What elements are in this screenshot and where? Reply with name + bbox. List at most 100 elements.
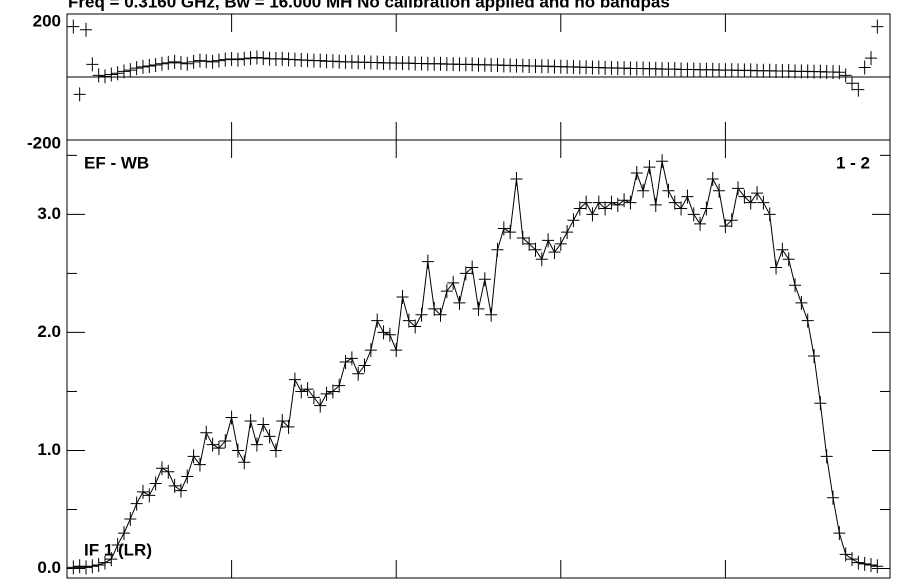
point-marker <box>314 398 327 413</box>
point-marker <box>206 437 219 452</box>
point-marker <box>643 160 656 175</box>
point-marker <box>181 56 194 71</box>
point-marker <box>130 496 143 511</box>
point-marker <box>675 201 688 216</box>
point-marker <box>738 189 751 204</box>
point-marker <box>333 378 346 393</box>
point-marker <box>276 413 289 428</box>
point-marker <box>833 526 846 541</box>
point-marker <box>770 260 783 275</box>
point-marker <box>67 560 80 575</box>
point-marker <box>833 65 846 80</box>
point-marker <box>542 233 555 248</box>
point-marker <box>865 51 878 66</box>
point-marker <box>580 195 593 210</box>
point-marker <box>143 488 156 503</box>
point-marker <box>111 66 124 81</box>
point-marker <box>200 54 213 69</box>
point-marker <box>396 290 409 305</box>
point-marker <box>466 260 479 275</box>
point-marker <box>383 327 396 342</box>
amplitude-line <box>73 161 878 568</box>
point-marker <box>789 278 802 293</box>
point-marker <box>377 325 390 340</box>
point-marker <box>193 457 206 472</box>
point-marker <box>548 245 561 260</box>
point-marker <box>193 53 206 68</box>
y-tick-label: 0.0 <box>37 558 61 577</box>
point-marker <box>459 266 472 281</box>
point-marker <box>839 547 852 562</box>
point-marker <box>472 301 485 316</box>
point-marker <box>225 410 238 425</box>
point-marker <box>73 87 86 102</box>
point-marker <box>174 483 187 498</box>
point-marker <box>105 67 118 82</box>
point-marker <box>428 301 441 316</box>
point-marker <box>846 76 859 91</box>
point-marker <box>206 54 219 69</box>
y-tick-label: 3.0 <box>37 204 61 223</box>
point-marker <box>453 295 466 310</box>
point-marker <box>117 64 130 79</box>
point-marker <box>86 57 99 72</box>
point-marker <box>257 51 270 66</box>
point-marker <box>136 59 149 74</box>
point-marker <box>162 464 175 479</box>
point-marker <box>491 242 504 257</box>
point-marker <box>668 195 681 210</box>
point-marker <box>288 372 301 387</box>
panel-frame <box>66 139 891 579</box>
y-tick-label: 1.0 <box>37 440 61 459</box>
point-marker <box>535 252 548 267</box>
point-marker <box>257 417 270 432</box>
baseline-label: EF - WB <box>84 153 149 172</box>
point-marker <box>694 216 707 231</box>
point-marker <box>637 183 650 198</box>
point-marker <box>776 242 789 257</box>
point-marker <box>244 51 257 66</box>
point-marker <box>238 51 251 66</box>
point-marker <box>79 22 92 37</box>
point-marker <box>567 213 580 228</box>
point-marker <box>86 559 99 574</box>
point-marker <box>130 61 143 76</box>
point-marker <box>124 63 137 78</box>
point-marker <box>485 307 498 322</box>
point-marker <box>250 50 263 65</box>
point-marker <box>497 221 510 236</box>
point-marker <box>352 366 365 381</box>
point-marker <box>586 207 599 222</box>
point-marker <box>168 478 181 493</box>
point-marker <box>111 537 124 552</box>
point-marker <box>839 68 852 83</box>
point-marker <box>871 559 884 574</box>
point-marker <box>852 555 865 570</box>
point-marker <box>219 52 232 67</box>
point-marker <box>105 552 118 567</box>
y-tick-label: -200 <box>27 133 61 152</box>
point-marker <box>447 275 460 290</box>
point-marker <box>79 560 92 575</box>
pair-label: 1 - 2 <box>836 153 870 172</box>
point-marker <box>681 189 694 204</box>
point-marker <box>732 181 745 196</box>
point-marker <box>92 558 105 573</box>
point-marker <box>345 351 358 366</box>
point-marker <box>554 236 567 251</box>
point-marker <box>871 19 884 34</box>
point-marker <box>162 55 175 70</box>
point-marker <box>516 230 529 245</box>
point-marker <box>523 236 536 251</box>
point-marker <box>364 343 377 358</box>
point-marker <box>504 225 517 240</box>
point-marker <box>314 53 327 68</box>
point-marker <box>225 52 238 67</box>
point-marker <box>478 272 491 287</box>
y-tick-label: 200 <box>33 11 61 30</box>
point-marker <box>124 511 137 526</box>
point-marker <box>782 252 795 267</box>
point-marker <box>339 354 352 369</box>
point-marker <box>155 56 168 71</box>
